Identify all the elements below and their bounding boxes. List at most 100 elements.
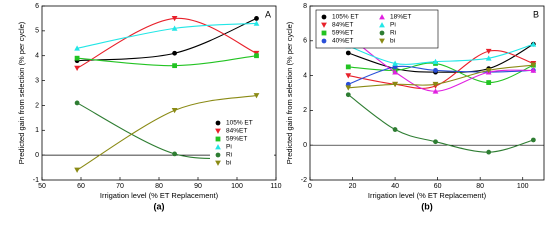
legend-box	[210, 116, 274, 170]
x-tick-label: 110	[270, 183, 281, 190]
marker	[345, 73, 352, 79]
legend-marker	[321, 14, 327, 20]
marker	[74, 100, 80, 106]
marker	[345, 92, 351, 98]
y-tick-label: 6	[35, 3, 39, 10]
legend-label: 105% ET	[332, 14, 359, 21]
marker	[74, 55, 80, 61]
marker	[345, 64, 351, 70]
marker	[432, 58, 439, 65]
legend-marker	[321, 38, 327, 44]
marker	[253, 20, 260, 26]
legend-box	[315, 9, 439, 49]
panel-label: A	[265, 9, 271, 19]
legend-marker	[379, 22, 385, 28]
x-tick-label: 20	[349, 183, 357, 190]
marker	[432, 88, 439, 94]
series-curve	[77, 55, 257, 67]
legend-marker	[215, 120, 221, 126]
panel-label: B	[533, 9, 539, 19]
legend-label: Ri	[390, 30, 396, 37]
marker	[172, 50, 178, 56]
marker	[254, 16, 259, 21]
marker	[172, 151, 178, 157]
y-tick-label: 6	[303, 38, 307, 45]
series-curve	[76, 22, 257, 49]
marker	[530, 137, 536, 143]
marker	[392, 127, 398, 132]
marker	[392, 81, 398, 88]
legend-marker	[321, 30, 327, 36]
series-curve	[347, 94, 534, 153]
x-tick-label: 0	[308, 183, 312, 190]
marker	[392, 69, 398, 75]
x-tick-label: 60	[77, 183, 85, 190]
page: -1 0 1 2 3 4 5 6 50 60 70 80 90 100 110 Irrigation leve…	[16, 2, 545, 212]
legend-label: 84%ET	[226, 128, 247, 135]
marker	[74, 167, 80, 173]
legend-label: 84%ET	[332, 22, 353, 29]
y-tick-label: 8	[303, 3, 307, 10]
marker	[530, 41, 537, 47]
legend-marker	[215, 136, 221, 142]
marker	[74, 45, 80, 51]
y-tick-label: 0	[35, 152, 39, 159]
legend-marker	[379, 14, 385, 20]
caption: (b)	[421, 201, 433, 211]
legend-marker	[215, 128, 221, 134]
legend-label: bi	[390, 38, 395, 45]
plot-frame	[309, 5, 545, 181]
legend-label: 105% ET	[226, 120, 253, 127]
y-tick-label: 2	[303, 107, 307, 114]
y-tick-label: 1	[35, 127, 39, 134]
marker	[530, 67, 537, 73]
legend-label: Ri	[226, 152, 232, 159]
y-tick-label: 3	[35, 77, 39, 84]
legend-marker	[379, 30, 385, 36]
legend-label: Pi	[226, 144, 232, 151]
y-tick-label: 5	[35, 28, 39, 35]
legend-label: Pi	[390, 22, 396, 29]
marker	[433, 67, 438, 73]
marker	[171, 108, 178, 114]
x-tick-label: 60	[434, 183, 442, 190]
legend-marker	[215, 160, 221, 166]
legend-marker	[321, 22, 327, 28]
marker	[172, 63, 177, 69]
marker	[345, 50, 351, 56]
marker	[392, 60, 398, 66]
marker	[486, 80, 492, 85]
x-tick-label: 40	[391, 183, 399, 190]
y-tick-label: 4	[35, 53, 39, 60]
x-axis-label: Irrigation level (% ET Replacement)	[368, 191, 487, 200]
y-tick-label: 2	[35, 102, 39, 109]
x-tick-label: 100	[231, 183, 243, 190]
marker	[485, 55, 492, 61]
legend-label: bi	[226, 160, 231, 167]
marker	[345, 85, 352, 91]
x-axis-label: Irrigation level (% ET Replacement)	[100, 191, 219, 200]
y-tick-label: -2	[301, 177, 307, 184]
legend-label: 40%ET	[332, 38, 353, 45]
marker	[254, 53, 259, 59]
legend-marker	[379, 38, 385, 44]
marker	[485, 67, 492, 74]
marker	[74, 65, 80, 72]
legend-label: 59%ET	[226, 136, 247, 143]
x-tick-label: 80	[155, 183, 163, 190]
marker	[432, 81, 439, 88]
marker	[485, 48, 492, 55]
y-axis-label: Predicted gain from selection (% per cyc…	[285, 21, 294, 164]
series-curve	[348, 64, 534, 89]
x-tick-label: 80	[476, 183, 484, 190]
marker	[433, 139, 438, 145]
x-tick-label: 70	[116, 183, 124, 190]
marker	[486, 149, 492, 155]
legend-label: 18%ET	[390, 14, 411, 21]
marker	[171, 16, 178, 22]
y-tick-label: -1	[33, 177, 39, 184]
x-tick-label: 100	[517, 183, 529, 190]
x-tick-label: 50	[38, 183, 46, 190]
legend-label: 59%ET	[332, 30, 353, 37]
